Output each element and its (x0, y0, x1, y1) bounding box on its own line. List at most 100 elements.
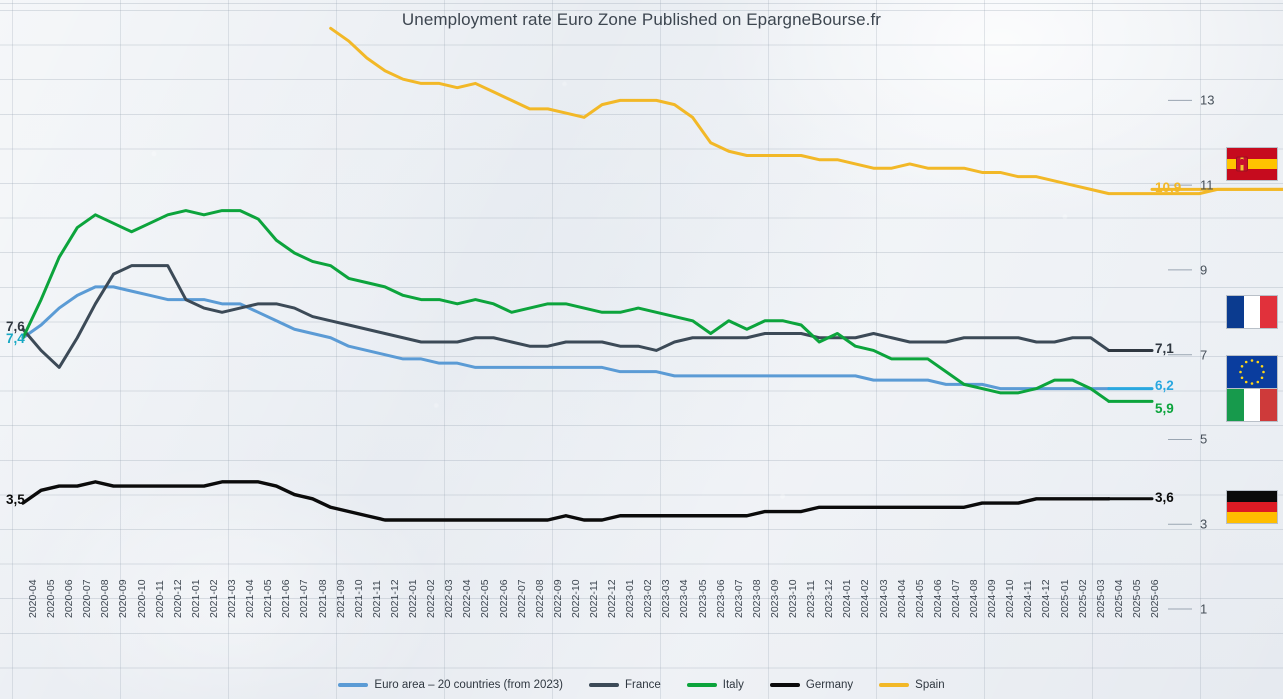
legend-swatch-italy (686, 683, 717, 687)
start-value-label-france: 7,6 (6, 319, 25, 334)
x-axis-tick-label: 2020-11 (153, 580, 166, 618)
x-axis-tick-label: 2021-06 (280, 579, 293, 618)
end-value-label-euro_area: 6,2 (1155, 377, 1174, 393)
x-axis-tick-label: 2024-09 (986, 579, 999, 618)
x-axis-tick-label: 2021-01 (189, 579, 202, 618)
y-axis-tick-label: 3 (1200, 516, 1208, 532)
y-axis-tick-label: 13 (1200, 92, 1215, 108)
x-axis-tick-label: 2024-10 (1004, 579, 1017, 618)
x-axis-tick-label: 2023-04 (678, 579, 691, 618)
x-axis-tick-label: 2020-06 (63, 579, 76, 618)
x-axis-tick-label: 2020-04 (27, 579, 39, 618)
y-axis-tick-label: 7 (1200, 347, 1208, 363)
legend-swatch-euro_area (338, 683, 369, 687)
x-axis-tick-label: 2020-10 (135, 579, 148, 618)
series-line-euro (21, 285, 1111, 391)
flag-spain (1226, 147, 1278, 181)
legend-label: Italy (722, 679, 744, 691)
x-axis-tick-label: 2021-02 (207, 579, 220, 618)
x-axis-tick-label: 2022-11 (588, 580, 600, 618)
x-axis-tick-label: 2022-05 (479, 579, 492, 618)
x-axis-tick-label: 2023-07 (732, 579, 745, 618)
x-axis-tick-label: 2023-12 (823, 579, 836, 618)
x-axis-tick-label: 2024-01 (841, 579, 854, 618)
x-axis-tick-label: 2023-11 (805, 580, 818, 618)
x-axis-tick-label: 2021-07 (298, 579, 311, 618)
end-value-label-italy: 5,9 (1155, 401, 1174, 417)
x-axis-tick-label: 2025-06 (1149, 579, 1161, 618)
chart-title: Unemployment rate Euro Zone Published on… (401, 10, 882, 29)
x-axis-tick-label: 2022-02 (425, 579, 438, 618)
x-axis-tick-label: 2024-07 (949, 579, 962, 618)
flag-italy (1226, 388, 1278, 422)
x-axis-tick-label: 2020-07 (81, 579, 94, 618)
x-axis-tick-label: 2024-02 (859, 579, 872, 618)
legend-swatch-spain (879, 683, 910, 687)
y-axis-tick-label: 1 (1200, 601, 1208, 617)
x-axis-tick-label: 2023-09 (768, 579, 781, 618)
y-axis-tick-label: 11 (1200, 177, 1214, 193)
x-axis-tick-label: 2021-12 (388, 579, 401, 618)
x-axis-tick-label: 2022-07 (515, 579, 528, 618)
legend-label: Spain (915, 679, 945, 691)
x-axis-tick-label: 2021-05 (262, 579, 275, 618)
x-axis-tick-label: 2025-02 (1076, 579, 1089, 618)
legend-swatch-germany (769, 683, 800, 687)
chart-legend: Euro area – 20 countries (from 2023) Fran… (0, 679, 1283, 691)
y-axis-tick-label: 5 (1200, 431, 1208, 447)
x-axis-tick-label: 2023-02 (642, 579, 655, 618)
legend-label: Euro area – 20 countries (from 2023) (374, 679, 563, 691)
x-axis-tick-label: 2022-04 (461, 579, 474, 618)
x-axis-tick-label: 2023-03 (660, 579, 673, 618)
x-axis-tick-label: 2022-12 (606, 579, 619, 618)
series-line-spain (329, 26, 1283, 196)
legend-item-italy[interactable]: Italy (686, 679, 744, 691)
x-axis-tick-label: 2025-03 (1094, 579, 1107, 618)
x-axis-tick-label: 2022-10 (569, 579, 582, 618)
legend-item-france[interactable]: France (588, 679, 661, 691)
end-value-label-germany: 3,6 (1155, 489, 1174, 505)
x-axis-tick-label: 2023-01 (624, 579, 637, 618)
x-axis-tick-label: 2025-04 (1112, 579, 1125, 618)
x-axis-tick-label: 2020-12 (171, 579, 184, 618)
flag-germany (1226, 490, 1278, 524)
x-axis-tick-label: 2021-03 (226, 579, 239, 618)
x-axis-tick-label: 2024-11 (1022, 580, 1035, 618)
x-axis-tick-label: 2020-09 (117, 579, 130, 618)
x-axis-tick-label: 2024-08 (968, 579, 981, 618)
x-axis-tick-label: 2022-08 (533, 579, 546, 618)
legend-item-euro_area[interactable]: Euro area – 20 countries (from 2023) (338, 679, 563, 691)
x-axis-tick-label: 2023-05 (696, 579, 709, 618)
x-axis-tick-label: 2024-05 (913, 579, 926, 618)
x-axis-tick-label: 2024-04 (895, 579, 908, 618)
x-axis-tick-label: 2022-01 (407, 579, 420, 618)
series-line-germany (21, 480, 1111, 522)
start-value-label-germany: 3,5 (6, 492, 25, 507)
legend-item-germany[interactable]: Germany (769, 679, 854, 691)
x-axis-tick-label: 2024-03 (877, 579, 890, 618)
legend-item-spain[interactable]: Spain (879, 679, 945, 691)
x-axis-tick-label: 2020-08 (99, 579, 112, 618)
y-axis-tick-label: 9 (1200, 262, 1208, 278)
x-axis-tick-label: 2022-03 (443, 579, 456, 618)
x-axis-tick-label: 2021-08 (316, 579, 329, 618)
x-axis-tick-label: 2025-05 (1130, 579, 1143, 618)
x-axis-tick-label: 2025-01 (1058, 579, 1071, 618)
x-axis-tick-label: 2022-09 (551, 579, 564, 618)
x-axis-tick-label: 2024-12 (1040, 579, 1053, 618)
start-value-label-euro_area: 7,4 (6, 331, 25, 346)
legend-label: Germany (805, 679, 854, 691)
x-axis-tick-label: 2023-08 (750, 579, 763, 618)
series-line-italy (21, 209, 1111, 403)
x-axis-tick-label: 2021-09 (334, 579, 347, 618)
x-axis-tick-label: 2023-06 (714, 579, 727, 618)
legend-swatch-france (588, 683, 619, 687)
end-value-label-spain: 10,9 (1155, 180, 1182, 196)
y-axis-tick-marks (1168, 99, 1192, 610)
end-value-label-france: 7,1 (1155, 341, 1174, 357)
x-axis-tick-label: 2021-10 (352, 579, 365, 618)
